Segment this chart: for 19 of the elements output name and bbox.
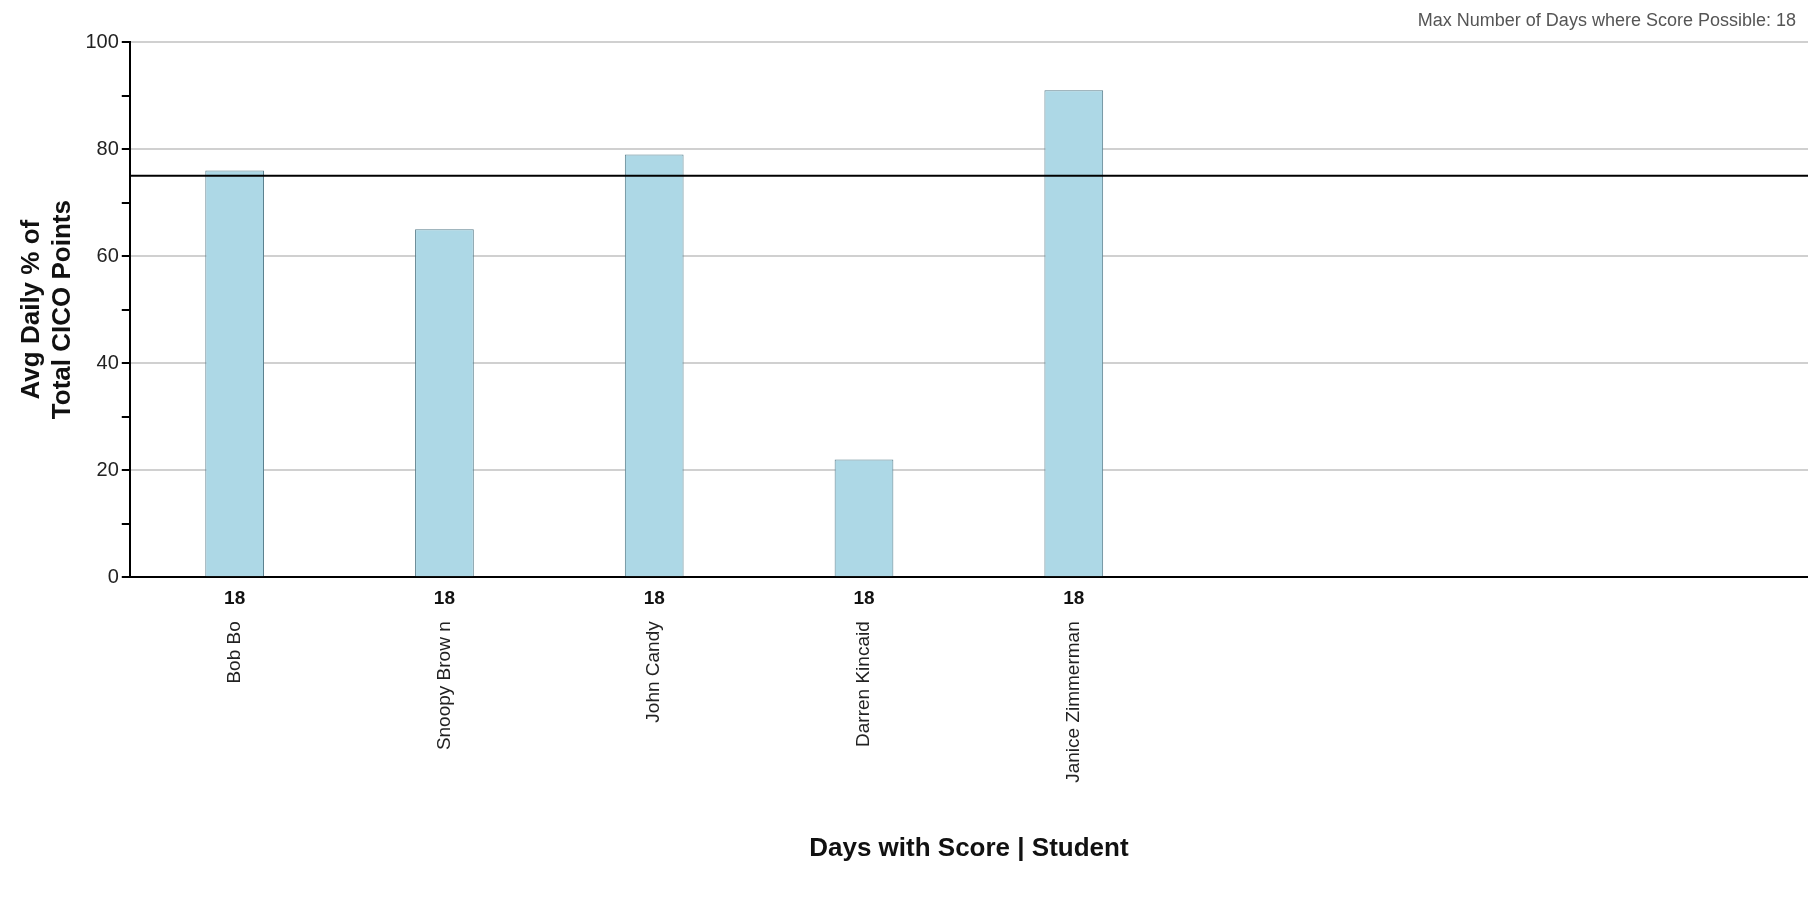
text: 18: [643, 587, 665, 608]
y-tick-label: 20: [96, 457, 119, 480]
y-tick-label: 60: [96, 243, 119, 266]
x-tick-label: Bob Bo: [222, 621, 244, 684]
y-tick-label: 0: [107, 564, 119, 587]
x-tick-label: Snoopy Brow n: [432, 621, 454, 751]
text: 18: [853, 587, 875, 608]
y-tick-label: 40: [96, 350, 119, 373]
x-tick-label: Janice Zimmerman: [1062, 621, 1084, 783]
x-tick-label: John Candy: [642, 620, 664, 723]
y-tick-label: 100: [85, 29, 119, 52]
y-tick-label: 80: [96, 136, 119, 159]
text: 18: [224, 587, 246, 608]
text: 18: [1063, 587, 1085, 608]
x-tick-label: Darren Kincaid: [852, 621, 874, 747]
text: 18: [433, 587, 456, 608]
y-axis-title: Avg Daily % of Total CICO Points: [14, 200, 76, 420]
x-axis-title: Days with Score | Student: [809, 831, 1129, 862]
text: Max Number of Days where Score Possible: 18: [1417, 9, 1796, 30]
